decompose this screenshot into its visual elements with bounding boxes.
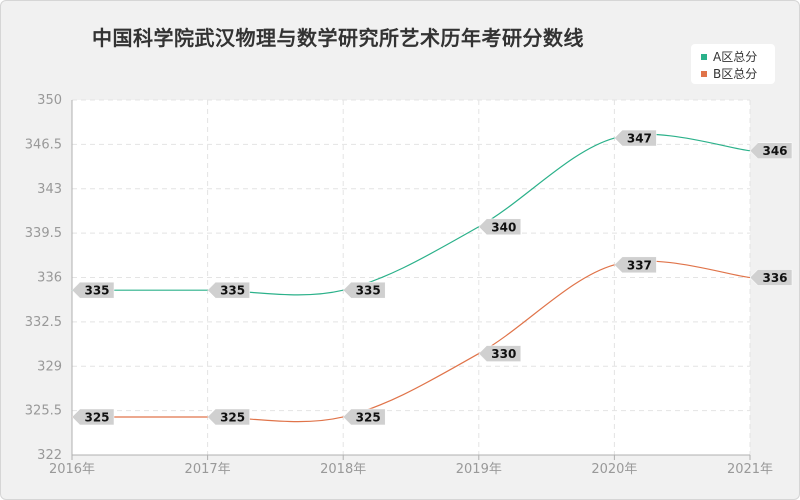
data-label: 325	[356, 410, 381, 424]
y-tick-label: 329	[37, 359, 62, 374]
data-label-box	[614, 129, 657, 147]
data-label: 340	[491, 220, 516, 234]
y-tick-label: 343	[37, 182, 62, 197]
y-tick-label: 346.5	[25, 137, 62, 152]
x-tick-label: 2017年	[185, 462, 231, 477]
data-label: 335	[84, 284, 109, 298]
data-label: 337	[627, 258, 652, 272]
x-tick-label: 2016年	[49, 462, 95, 477]
x-tick-label: 2021年	[727, 462, 773, 477]
y-tick-label: 332.5	[25, 315, 62, 330]
data-label-box	[71, 281, 115, 299]
data-label: 346	[762, 144, 787, 158]
chart-title: 中国科学院武汉物理与数学研究所艺术历年考研分数线	[92, 26, 584, 50]
legend-swatch-b	[701, 70, 707, 77]
legend-label-b: B区总分	[713, 67, 758, 81]
legend-item-b[interactable]: B区总分	[701, 65, 757, 82]
y-tick-label: 339.5	[25, 226, 62, 241]
data-label-box	[342, 281, 386, 299]
data-label: 347	[627, 132, 652, 146]
data-label: 335	[220, 284, 245, 298]
y-tick-label: 350	[37, 93, 62, 108]
data-label-box	[749, 142, 793, 159]
data-label: 335	[356, 284, 381, 298]
legend: A区总分 B区总分	[691, 44, 775, 84]
data-label-box	[614, 256, 657, 274]
legend-item-a[interactable]: A区总分	[701, 48, 757, 65]
x-tick-label: 2019年	[456, 462, 502, 477]
y-tick-label: 336	[37, 271, 62, 286]
legend-label-a: A区总分	[713, 50, 758, 64]
data-label-box	[207, 408, 250, 426]
data-label-box	[207, 281, 250, 299]
data-label-box	[342, 408, 386, 426]
data-label: 336	[762, 271, 787, 285]
x-tick-label: 2020年	[591, 462, 637, 477]
y-tick-label: 322	[37, 448, 62, 463]
data-label-box	[71, 408, 115, 426]
y-tick-label: 325.5	[25, 404, 62, 419]
data-label: 330	[491, 347, 516, 361]
data-label: 325	[84, 410, 109, 424]
data-label-box	[749, 269, 793, 286]
legend-swatch-a	[701, 53, 707, 60]
x-tick-label: 2018年	[320, 462, 366, 477]
data-label: 325	[220, 410, 245, 424]
data-label-box	[478, 218, 522, 236]
data-label-box	[478, 345, 522, 362]
